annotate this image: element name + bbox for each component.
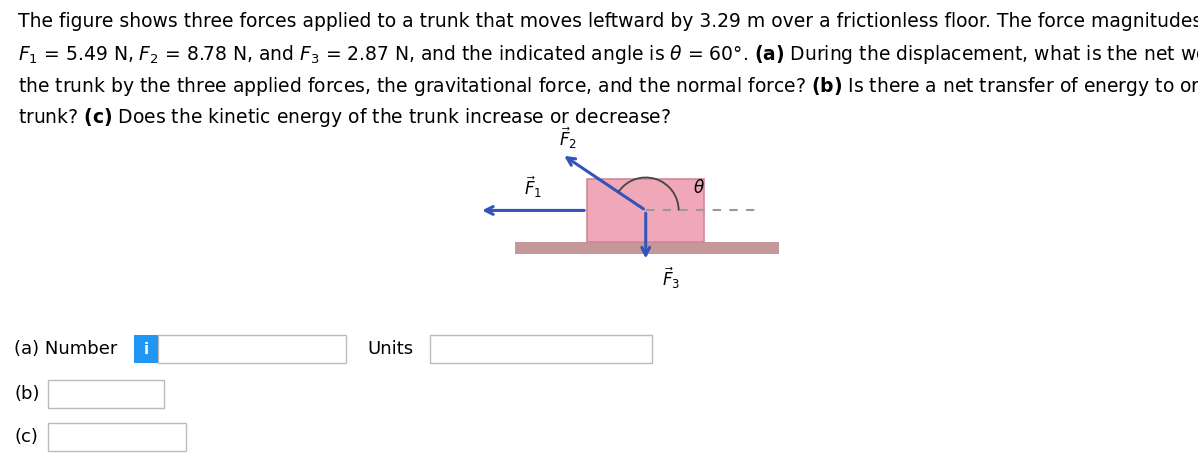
Bar <box>158 335 346 363</box>
Text: $\vec{F}_2$: $\vec{F}_2$ <box>558 125 577 150</box>
Text: i: i <box>144 342 149 357</box>
Text: ∨: ∨ <box>144 387 156 401</box>
Text: ∨: ∨ <box>631 342 643 357</box>
Bar <box>515 242 779 254</box>
Text: $\vec{F}_1$: $\vec{F}_1$ <box>524 175 543 200</box>
Text: ∨: ∨ <box>165 430 177 444</box>
Bar <box>48 380 164 408</box>
Text: (b): (b) <box>14 385 40 403</box>
Text: trunk? $\mathbf{(c)}$ Does the kinetic energy of the trunk increase or decrease?: trunk? $\mathbf{(c)}$ Does the kinetic e… <box>18 106 671 129</box>
Text: the trunk by the three applied forces, the gravitational force, and the normal f: the trunk by the three applied forces, t… <box>18 75 1198 98</box>
Text: $F_1$ = 5.49 N, $F_2$ = 8.78 N, and $F_3$ = 2.87 N, and the indicated angle is $: $F_1$ = 5.49 N, $F_2$ = 8.78 N, and $F_3… <box>18 43 1198 66</box>
Bar <box>48 423 186 451</box>
Bar <box>430 335 652 363</box>
Text: Units: Units <box>368 340 415 358</box>
Text: (c): (c) <box>14 428 38 446</box>
Bar <box>587 179 704 242</box>
Text: θ: θ <box>694 180 703 197</box>
Text: The figure shows three forces applied to a trunk that moves leftward by 3.29 m o: The figure shows three forces applied to… <box>18 12 1198 31</box>
Text: $\vec{F}_3$: $\vec{F}_3$ <box>662 265 680 291</box>
Text: (a) Number: (a) Number <box>14 340 117 358</box>
Bar <box>134 335 158 363</box>
